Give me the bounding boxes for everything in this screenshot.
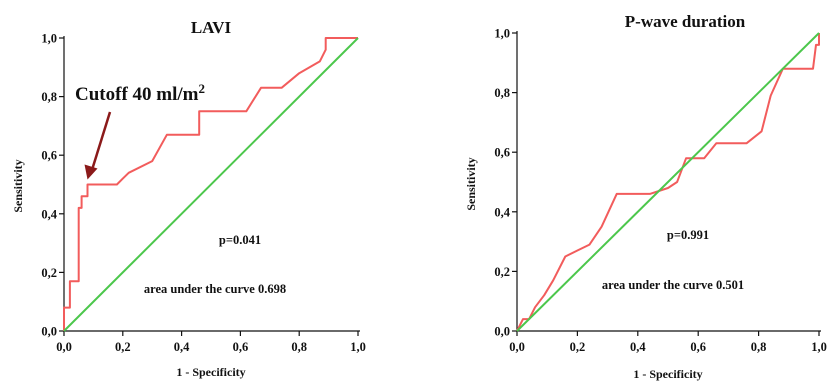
y-tick-label: 0,2 [41,266,57,280]
y-tick-label: 0,4 [494,205,510,219]
y-tick-label: 0,0 [41,325,57,339]
chart-title: P-wave duration [625,12,746,31]
lavi-roc-chart: LAVI Sensitivity 1 - Specificity p=0.041… [0,0,400,382]
x-tick-label: 1,0 [811,340,827,354]
x-tick-label: 0,6 [690,340,706,354]
p-value-annotation: p=0.041 [219,233,261,247]
y-axis-label: Sensitivity [464,157,478,210]
x-tick-label: 0,4 [174,340,190,354]
y-tick-label: 0,6 [494,146,510,160]
y-tick-label: 0,8 [41,90,57,104]
x-tick-label: 1,0 [350,340,366,354]
x-axis-label: 1 - Specificity [633,367,702,381]
y-tick-label: 1,0 [41,32,57,46]
y-tick-label: 0,8 [494,86,510,100]
y-tick-label: 0,0 [494,325,510,339]
x-tick-label: 0,4 [630,340,646,354]
x-tick-label: 0,0 [56,340,72,354]
y-tick-label: 1,0 [494,27,510,41]
y-axis-label: Sensitivity [11,159,25,212]
lavi-roc-svg: LAVI Sensitivity 1 - Specificity p=0.041… [11,18,366,379]
cutoff-superscript: 2 [198,81,205,96]
roc-curve-line [63,37,358,331]
y-tick-label: 0,6 [41,149,57,163]
x-tick-label: 0,6 [233,340,249,354]
p-value-annotation: p=0.991 [667,228,709,242]
x-tick-label: 0,2 [115,340,131,354]
x-axis-label: 1 - Specificity [176,365,245,379]
x-tick-label: 0,8 [291,340,307,354]
cutoff-arrow-head [84,164,98,180]
reference-diagonal-line [516,32,820,332]
x-tick-label: 0,8 [751,340,767,354]
cutoff-label: Cutoff 40 ml/m [75,84,199,105]
cutoff-arrow-shaft [90,111,112,172]
y-tick-label: 0,4 [41,207,57,221]
x-tick-label: 0,2 [570,340,586,354]
cutoff-annotation: Cutoff 40 ml/m2 [75,81,205,105]
auc-annotation: area under the curve 0.501 [602,278,744,292]
roc-curve-line [516,33,820,332]
x-tick-label: 0,0 [509,340,525,354]
pwave-roc-chart: P-wave duration Sensitivity 1 - Specific… [430,0,832,382]
pwave-roc-svg: P-wave duration Sensitivity 1 - Specific… [464,12,827,381]
auc-annotation: area under the curve 0.698 [144,282,286,296]
chart-title: LAVI [191,18,232,37]
y-tick-label: 0,2 [494,265,510,279]
reference-diagonal-line [63,37,359,332]
